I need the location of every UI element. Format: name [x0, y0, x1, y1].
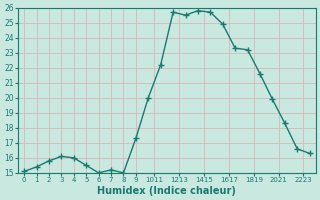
X-axis label: Humidex (Indice chaleur): Humidex (Indice chaleur) — [98, 186, 236, 196]
